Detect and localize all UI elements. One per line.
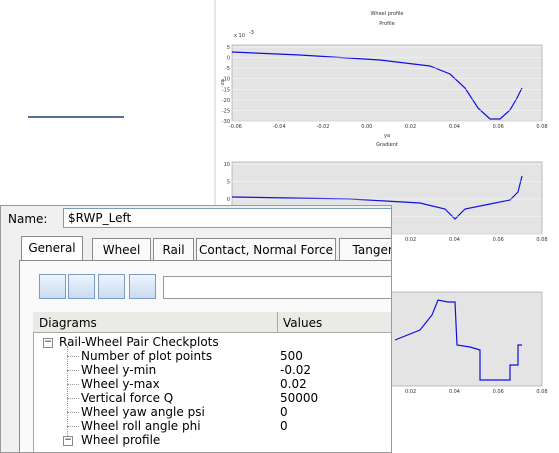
row-value: -0.02	[280, 363, 312, 377]
axis-exponent: -3	[249, 30, 254, 36]
x-tick-label: 0.02	[405, 389, 416, 395]
tree-connector	[67, 384, 79, 385]
y-tick-label: 0	[227, 197, 230, 203]
curve	[394, 299, 522, 381]
dialog: Name: $RWP_Left General Wheel Rail Contact,…	[0, 205, 392, 453]
x-tick-label: 0.06	[493, 389, 504, 395]
y-tick-label: 5	[227, 180, 230, 186]
tab[interactable]: Tangen	[339, 238, 391, 260]
row-label: Wheel y-max	[81, 377, 160, 391]
row-value: 0	[280, 405, 288, 419]
x-tick-label: 0.02	[405, 124, 416, 130]
window-title: Wheel profile	[370, 11, 403, 17]
x-tick-label: -0.04	[273, 124, 286, 130]
row-value: 50000	[280, 391, 319, 405]
tree-subgroup: Wheel profile	[81, 433, 161, 447]
x-tick-label: 0.06	[493, 124, 504, 130]
y-tick-label: -25	[222, 108, 230, 114]
tree-connector	[67, 346, 68, 436]
x-tick-label: 0.06	[493, 237, 504, 243]
collapse-toggle[interactable]: −	[43, 337, 53, 348]
x-axis-label: ya	[384, 133, 390, 139]
plot-title: Gradient	[376, 142, 398, 148]
tab[interactable]: General	[21, 236, 83, 261]
tool-button[interactable]	[68, 274, 95, 299]
table-header	[33, 312, 391, 333]
row-value: 500	[280, 349, 303, 363]
row-label: Vertical force Q	[81, 391, 174, 405]
y-tick-label: 0	[227, 56, 230, 62]
tool-button[interactable]	[39, 274, 66, 299]
x-tick-label: 0.08	[536, 389, 547, 395]
row-label: Number of plot points	[81, 349, 213, 363]
axis-multiplier: x 10	[234, 33, 245, 39]
tree-connector	[67, 398, 79, 399]
column-header: Values	[283, 316, 323, 330]
tool-button[interactable]	[129, 274, 156, 299]
y-tick-label: 10	[224, 162, 230, 168]
curve	[231, 175, 523, 220]
tree-connector	[67, 426, 79, 427]
tree-connector	[67, 370, 79, 371]
row-label: Wheel y-min	[81, 363, 157, 377]
x-tick-label: 0.08	[536, 124, 547, 130]
column-divider	[277, 312, 278, 332]
x-tick-label: 0.04	[449, 389, 460, 395]
row-value: 0.02	[280, 377, 307, 391]
curve	[231, 51, 523, 120]
y-tick-label: -5	[225, 66, 230, 72]
y-tick-label: -10	[222, 77, 230, 83]
tab[interactable]: Contact, Normal Force	[196, 238, 336, 260]
name-input[interactable]: $RWP_Left	[63, 208, 391, 228]
y-axis-label: -za	[220, 79, 226, 87]
x-tick-label: 0.04	[449, 237, 460, 243]
row-label: Wheel yaw angle psi	[81, 405, 205, 419]
x-tick-label: 0.00	[361, 124, 372, 130]
row-value: 0	[280, 419, 288, 433]
tree-connector	[67, 356, 79, 357]
x-tick-label: -0.02	[317, 124, 330, 130]
column-header: Diagrams	[39, 316, 97, 330]
collapse-toggle[interactable]: −	[63, 435, 73, 446]
name-label: Name:	[8, 212, 48, 226]
tree-connector	[67, 412, 79, 413]
y-tick-label: -20	[222, 98, 230, 104]
x-tick-label: 0.04	[449, 124, 460, 130]
plot-area	[231, 44, 543, 122]
tool-button[interactable]	[98, 274, 125, 299]
y-tick-label: -15	[222, 87, 230, 93]
tab[interactable]: Wheel	[92, 238, 151, 260]
path-input[interactable]	[163, 276, 391, 299]
row-label: Wheel roll angle phi	[81, 419, 201, 433]
x-tick-label: 0.08	[536, 237, 547, 243]
tab[interactable]: Rail	[153, 238, 194, 260]
x-tick-label: -0.06	[229, 124, 242, 130]
plot-title: Profile	[379, 21, 395, 27]
y-tick-label: 5	[227, 45, 230, 51]
x-tick-label: 0.02	[405, 237, 416, 243]
y-tick-label: -30	[222, 119, 230, 125]
tree-group: Rail-Wheel Pair Checkplots	[59, 335, 219, 349]
